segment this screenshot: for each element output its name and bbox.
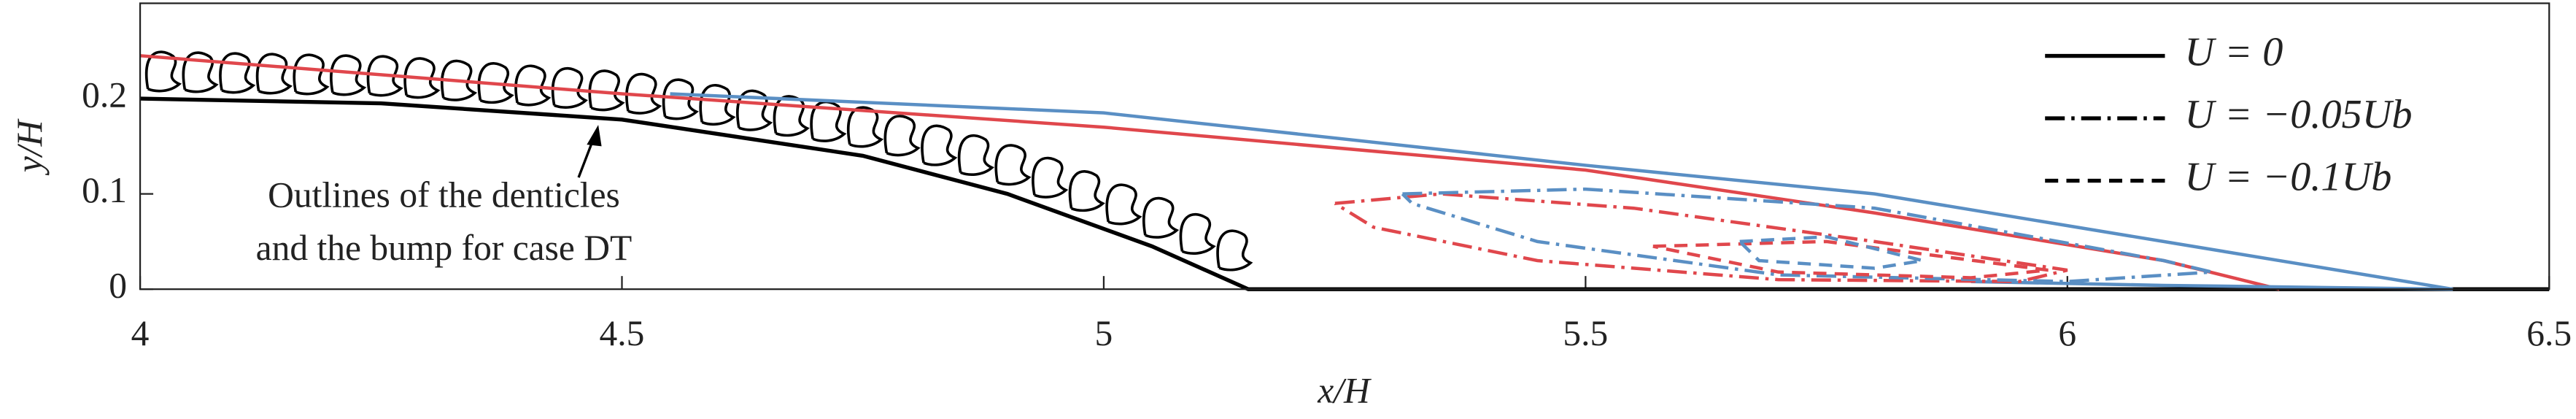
denticle	[1068, 170, 1105, 212]
denticle	[403, 57, 441, 99]
series-line	[1334, 192, 2068, 283]
legend-label: U = −0.05Ub	[2185, 92, 2413, 137]
annotation: Outlines of the denticles	[268, 175, 620, 215]
y-axis-label: y/H	[9, 118, 50, 176]
denticle	[958, 134, 994, 176]
denticle	[552, 66, 589, 109]
y-tick-label: 0.2	[82, 74, 127, 115]
denticle	[477, 62, 514, 104]
x-tick-label: 6	[2058, 313, 2076, 353]
x-axis-label: x/H	[1317, 371, 1372, 411]
denticle	[699, 84, 736, 126]
denticle	[441, 59, 478, 101]
denticle	[330, 54, 367, 96]
denticle	[366, 55, 403, 97]
denticle	[293, 53, 330, 96]
denticle	[1032, 156, 1069, 199]
x-tick-label: 4.5	[600, 313, 645, 353]
legend-label: U = −0.1Ub	[2185, 155, 2392, 200]
denticle	[514, 64, 552, 107]
denticle	[1179, 212, 1216, 255]
y-tick-label: 0	[109, 266, 127, 306]
denticle	[219, 52, 256, 94]
denticle	[1142, 196, 1180, 239]
annotation: and the bump for case DT	[256, 228, 633, 268]
denticle	[1105, 183, 1142, 226]
arrow-head	[587, 125, 602, 147]
denticle	[182, 51, 219, 93]
series-line	[1401, 187, 2213, 283]
x-tick-label: 4	[131, 313, 150, 353]
series-line	[140, 96, 2550, 291]
x-tick-label: 5.5	[1563, 313, 1608, 353]
y-tick-label: 0.1	[82, 170, 127, 210]
x-tick-label: 6.5	[2526, 313, 2572, 353]
series-line	[670, 92, 2453, 291]
denticle	[994, 144, 1032, 186]
x-tick-label: 5	[1095, 313, 1113, 353]
legend-label: U = 0	[2185, 29, 2283, 74]
denticle	[773, 95, 810, 137]
denticle	[625, 72, 662, 115]
plot-frame	[139, 2, 2550, 291]
denticle	[847, 106, 884, 148]
denticle	[588, 69, 625, 112]
denticle	[921, 124, 958, 166]
denticle	[1216, 229, 1253, 272]
series-line	[1738, 235, 1924, 270]
series-line	[1652, 239, 2049, 280]
denticle	[255, 53, 293, 95]
denticle	[883, 115, 921, 157]
